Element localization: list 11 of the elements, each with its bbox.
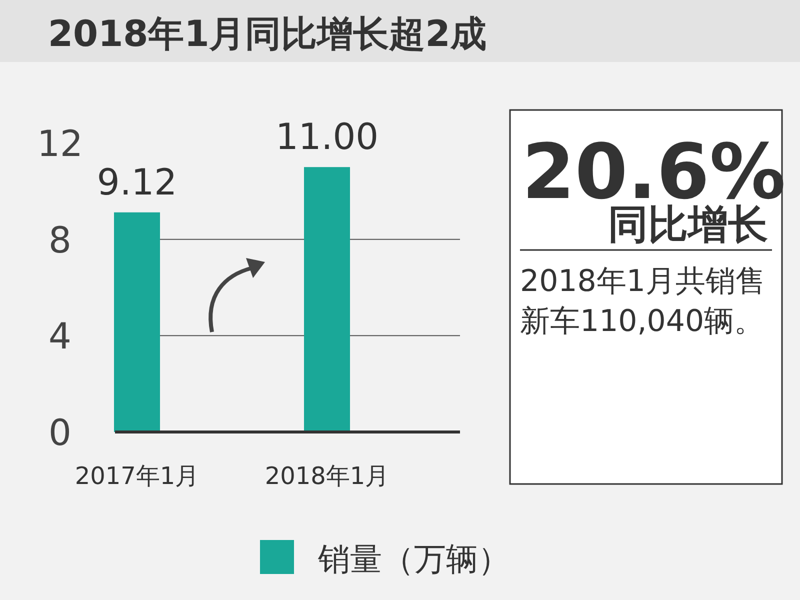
x-tick-label: 2017年1月 (74, 462, 200, 490)
text: 2018年1月共销售新车110,040辆。 (520, 263, 766, 341)
y-tick-label: 12 (37, 124, 83, 165)
y-tick-label: 4 (48, 316, 72, 358)
data-label: 11.00 (275, 117, 379, 158)
legend-label: 销量（万辆） (317, 540, 510, 578)
y-tick-label: 0 (48, 413, 72, 454)
x-tick-label: 2018年1月 (264, 462, 390, 490)
chart-title: 2018年1月同比增长超2成 (48, 14, 486, 55)
y-tick-label: 8 (48, 220, 72, 262)
data-label: 9.12 (96, 162, 178, 204)
